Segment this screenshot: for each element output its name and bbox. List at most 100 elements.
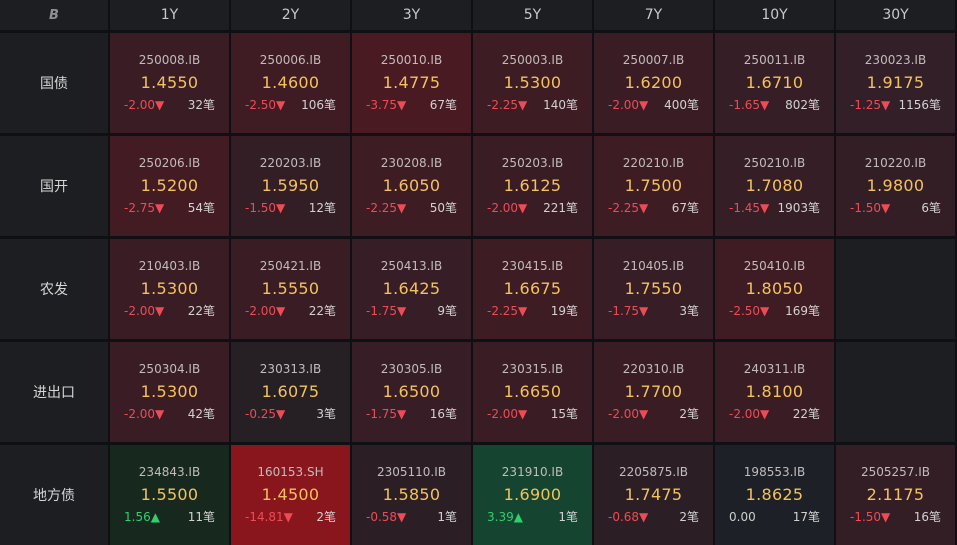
trade-count: 221笔	[543, 201, 578, 215]
bond-quote-cell[interactable]: 250413.IB 1.6425 -1.75▼ 9笔	[352, 239, 471, 339]
quote-footer: 1.56▲ 11笔	[110, 510, 229, 524]
quote-footer: -2.00▼ 2笔	[594, 407, 713, 421]
trade-count: 400笔	[664, 98, 699, 112]
bond-quote-cell[interactable]: 230305.IB 1.6500 -1.75▼ 16笔	[352, 342, 471, 442]
bond-quote-cell[interactable]: 250011.IB 1.6710 -1.65▼ 802笔	[715, 33, 834, 133]
quote-footer: -0.58▼ 1笔	[352, 510, 471, 524]
trade-count: 1笔	[558, 510, 578, 524]
yield-change: 3.39▲	[487, 510, 523, 524]
tenor-header-1y[interactable]: 1Y	[110, 0, 229, 30]
bond-quote-cell[interactable]: 250304.IB 1.5300 -2.00▼ 42笔	[110, 342, 229, 442]
bond-yield: 1.7500	[624, 176, 683, 195]
tenor-header-10y[interactable]: 10Y	[715, 0, 834, 30]
bond-code: 210220.IB	[864, 156, 927, 170]
tenor-header-7y[interactable]: 7Y	[594, 0, 713, 30]
bond-code: 230415.IB	[501, 259, 564, 273]
bond-code: 250206.IB	[138, 156, 201, 170]
bond-code: 230313.IB	[259, 362, 322, 376]
bond-quote-cell[interactable]: 250010.IB 1.4775 -3.75▼ 67笔	[352, 33, 471, 133]
bond-quote-cell[interactable]: 250206.IB 1.5200 -2.75▼ 54笔	[110, 136, 229, 236]
bond-quote-cell[interactable]: 198553.IB 1.8625 0.00 17笔	[715, 445, 834, 545]
tenor-header-5y[interactable]: 5Y	[473, 0, 592, 30]
quote-footer: -2.75▼ 54笔	[110, 201, 229, 215]
bond-yield: 1.6900	[503, 485, 562, 504]
bond-code: 250421.IB	[259, 259, 322, 273]
trade-count: 1903笔	[777, 201, 820, 215]
bond-code: 2305110.IB	[376, 465, 447, 479]
bond-quote-cell[interactable]: 210403.IB 1.5300 -2.00▼ 22笔	[110, 239, 229, 339]
trade-count: 140笔	[543, 98, 578, 112]
bond-quote-cell[interactable]: 234843.IB 1.5500 1.56▲ 11笔	[110, 445, 229, 545]
bond-quote-cell[interactable]: 250203.IB 1.6125 -2.00▼ 221笔	[473, 136, 592, 236]
bond-code: 2505257.IB	[860, 465, 931, 479]
bond-quote-cell[interactable]: 250006.IB 1.4600 -2.50▼ 106笔	[231, 33, 350, 133]
bond-quote-cell[interactable]: 2505257.IB 2.1175 -1.50▼ 16笔	[836, 445, 955, 545]
bond-yield: 1.6200	[624, 73, 683, 92]
tenor-header-3y[interactable]: 3Y	[352, 0, 471, 30]
bond-quote-cell[interactable]: 250003.IB 1.5300 -2.25▼ 140笔	[473, 33, 592, 133]
quote-footer: -2.50▼ 106笔	[231, 98, 350, 112]
bond-quote-cell[interactable]: 160153.SH 1.4500 -14.81▼ 2笔	[231, 445, 350, 545]
bond-yield: 1.6075	[261, 382, 320, 401]
yield-change: -2.00▼	[608, 407, 649, 421]
quote-footer: -2.25▼ 140笔	[473, 98, 592, 112]
bond-yield: 1.6710	[745, 73, 804, 92]
bond-yield: 1.5200	[140, 176, 199, 195]
trade-count: 3笔	[316, 407, 336, 421]
bond-quote-cell[interactable]: 230023.IB 1.9175 -1.25▼ 1156笔	[836, 33, 955, 133]
bond-code: 250007.IB	[622, 53, 685, 67]
quote-footer: -2.00▼ 15笔	[473, 407, 592, 421]
bond-quote-cell[interactable]: 250008.IB 1.4550 -2.00▼ 32笔	[110, 33, 229, 133]
bond-quote-cell[interactable]: 250410.IB 1.8050 -2.50▼ 169笔	[715, 239, 834, 339]
yield-change: -3.75▼	[366, 98, 407, 112]
yield-change: -1.75▼	[366, 407, 407, 421]
quote-footer: -1.25▼ 1156笔	[836, 98, 955, 112]
quote-footer: -2.00▼ 22笔	[231, 304, 350, 318]
yield-change: -2.00▼	[487, 407, 528, 421]
bond-quote-cell[interactable]: 250210.IB 1.7080 -1.45▼ 1903笔	[715, 136, 834, 236]
bond-yield: 1.6650	[503, 382, 562, 401]
bond-quote-cell[interactable]: 2205875.IB 1.7475 -0.68▼ 2笔	[594, 445, 713, 545]
bond-quote-cell[interactable]: 210405.IB 1.7550 -1.75▼ 3笔	[594, 239, 713, 339]
bond-quote-cell[interactable]: 230313.IB 1.6075 -0.25▼ 3笔	[231, 342, 350, 442]
bond-yield: 1.4550	[140, 73, 199, 92]
bond-code: 250413.IB	[380, 259, 443, 273]
bond-quote-cell[interactable]: 210220.IB 1.9800 -1.50▼ 6笔	[836, 136, 955, 236]
bond-quote-cell[interactable]: 230315.IB 1.6650 -2.00▼ 15笔	[473, 342, 592, 442]
yield-change: -0.25▼	[245, 407, 286, 421]
quote-footer: -0.25▼ 3笔	[231, 407, 350, 421]
trade-count: 802笔	[785, 98, 820, 112]
bond-quote-cell[interactable]: 220310.IB 1.7700 -2.00▼ 2笔	[594, 342, 713, 442]
yield-change: 0.00	[729, 510, 756, 524]
bond-yield: 1.6500	[382, 382, 441, 401]
empty-cell	[836, 342, 955, 442]
trade-count: 16笔	[913, 510, 941, 524]
bond-quote-cell[interactable]: 220210.IB 1.7500 -2.25▼ 67笔	[594, 136, 713, 236]
yield-change: 1.56▲	[124, 510, 160, 524]
trade-count: 67笔	[671, 201, 699, 215]
bond-quote-cell[interactable]: 2305110.IB 1.5850 -0.58▼ 1笔	[352, 445, 471, 545]
row-label: 国债	[0, 33, 108, 133]
yield-change: -2.25▼	[487, 304, 528, 318]
bond-quote-cell[interactable]: 250421.IB 1.5550 -2.00▼ 22笔	[231, 239, 350, 339]
bond-yield: 1.4500	[261, 485, 320, 504]
tenor-header-2y[interactable]: 2Y	[231, 0, 350, 30]
quote-footer: -3.75▼ 67笔	[352, 98, 471, 112]
bond-code: 198553.IB	[743, 465, 806, 479]
bond-quote-cell[interactable]: 220203.IB 1.5950 -1.50▼ 12笔	[231, 136, 350, 236]
bond-code: 231910.IB	[501, 465, 564, 479]
bond-yield: 1.5550	[261, 279, 320, 298]
row-label: 农发	[0, 239, 108, 339]
tenor-header-30y[interactable]: 30Y	[836, 0, 955, 30]
corner-logo: B	[0, 0, 108, 30]
bond-quote-cell[interactable]: 231910.IB 1.6900 3.39▲ 1笔	[473, 445, 592, 545]
bond-quote-cell[interactable]: 230415.IB 1.6675 -2.25▼ 19笔	[473, 239, 592, 339]
bond-code: 250008.IB	[138, 53, 201, 67]
trade-count: 50笔	[429, 201, 457, 215]
bond-code: 250011.IB	[743, 53, 806, 67]
bond-quote-cell[interactable]: 250007.IB 1.6200 -2.00▼ 400笔	[594, 33, 713, 133]
quote-footer: -2.00▼ 221笔	[473, 201, 592, 215]
bond-quote-cell[interactable]: 240311.IB 1.8100 -2.00▼ 22笔	[715, 342, 834, 442]
yield-change: -2.00▼	[245, 304, 286, 318]
bond-quote-cell[interactable]: 230208.IB 1.6050 -2.25▼ 50笔	[352, 136, 471, 236]
